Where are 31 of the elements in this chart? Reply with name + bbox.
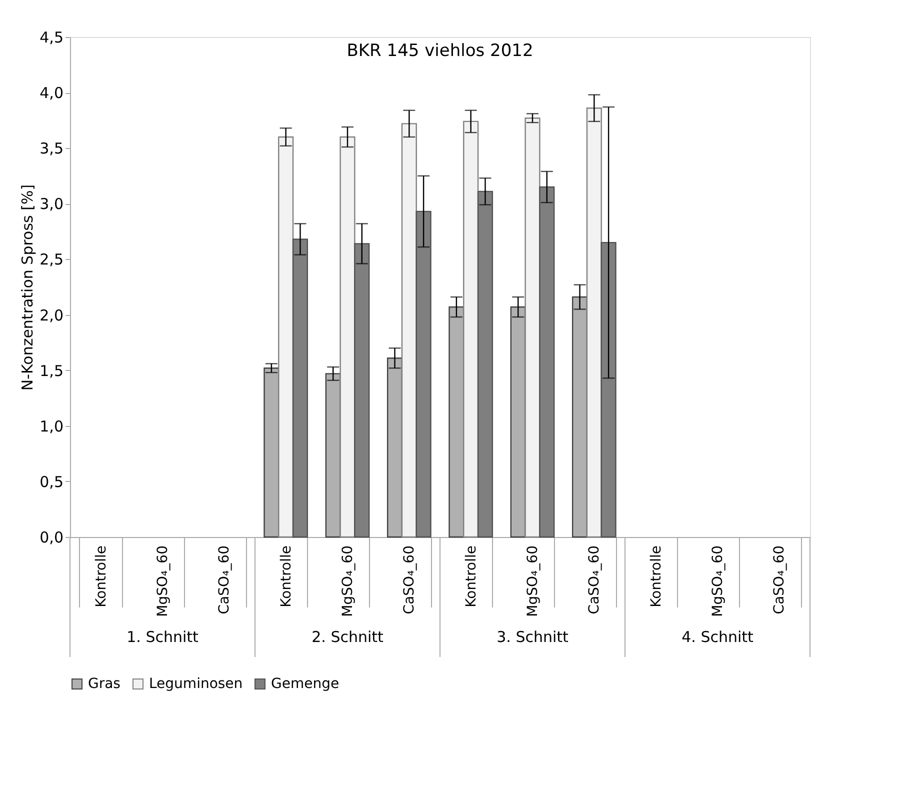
x-tick-label: Kontrolle [648, 546, 664, 608]
x-tick-label: Kontrolle [93, 546, 110, 608]
x-tick-label: CaSO₄_60 [216, 546, 233, 614]
y-tick-label: 2,0 [40, 306, 64, 324]
text: 4. Schnitt [682, 628, 754, 646]
chart-title: BKR 145 viehlos 2012 [346, 41, 534, 61]
y-tick-label: 1,5 [40, 362, 64, 380]
text: 3. Schnitt [496, 628, 569, 646]
x-tick-label: CaSO₄_60 [402, 546, 418, 614]
y-tick-label: 3,0 [40, 195, 64, 214]
text: 2. Schnitt [312, 628, 384, 646]
legend-label: Gemenge [271, 676, 340, 692]
x-tick-label: MgSO₄_60 [525, 546, 541, 617]
x-tick-label: MgSO₄_60 [710, 546, 726, 617]
text: 1. Schnitt [126, 628, 199, 646]
x-tick-label: MgSO₄_60 [340, 546, 356, 617]
x-tick-label: Kontrolle [463, 546, 480, 608]
y-tick-label: 0,0 [40, 528, 64, 546]
x-tick-label: CaSO₄_60 [586, 546, 603, 614]
y-tick-label: 1,0 [40, 417, 64, 436]
legend-label: Leguminosen [149, 676, 243, 692]
y-tick-label: 3,5 [40, 140, 64, 158]
y-tick-label: 0,5 [40, 472, 64, 491]
y-tick-label: 2,5 [40, 250, 64, 269]
y-tick-label: 4,0 [40, 84, 64, 102]
y-tick-label: 4,5 [40, 28, 64, 46]
legend-label: Gras [88, 676, 120, 692]
x-tick-label: Kontrolle [278, 546, 294, 608]
y-axis-title: N-Konzentration Spross [%] [18, 184, 37, 391]
x-tick-label: CaSO₄_60 [772, 546, 788, 614]
x-tick-label: MgSO₄_60 [155, 546, 171, 617]
